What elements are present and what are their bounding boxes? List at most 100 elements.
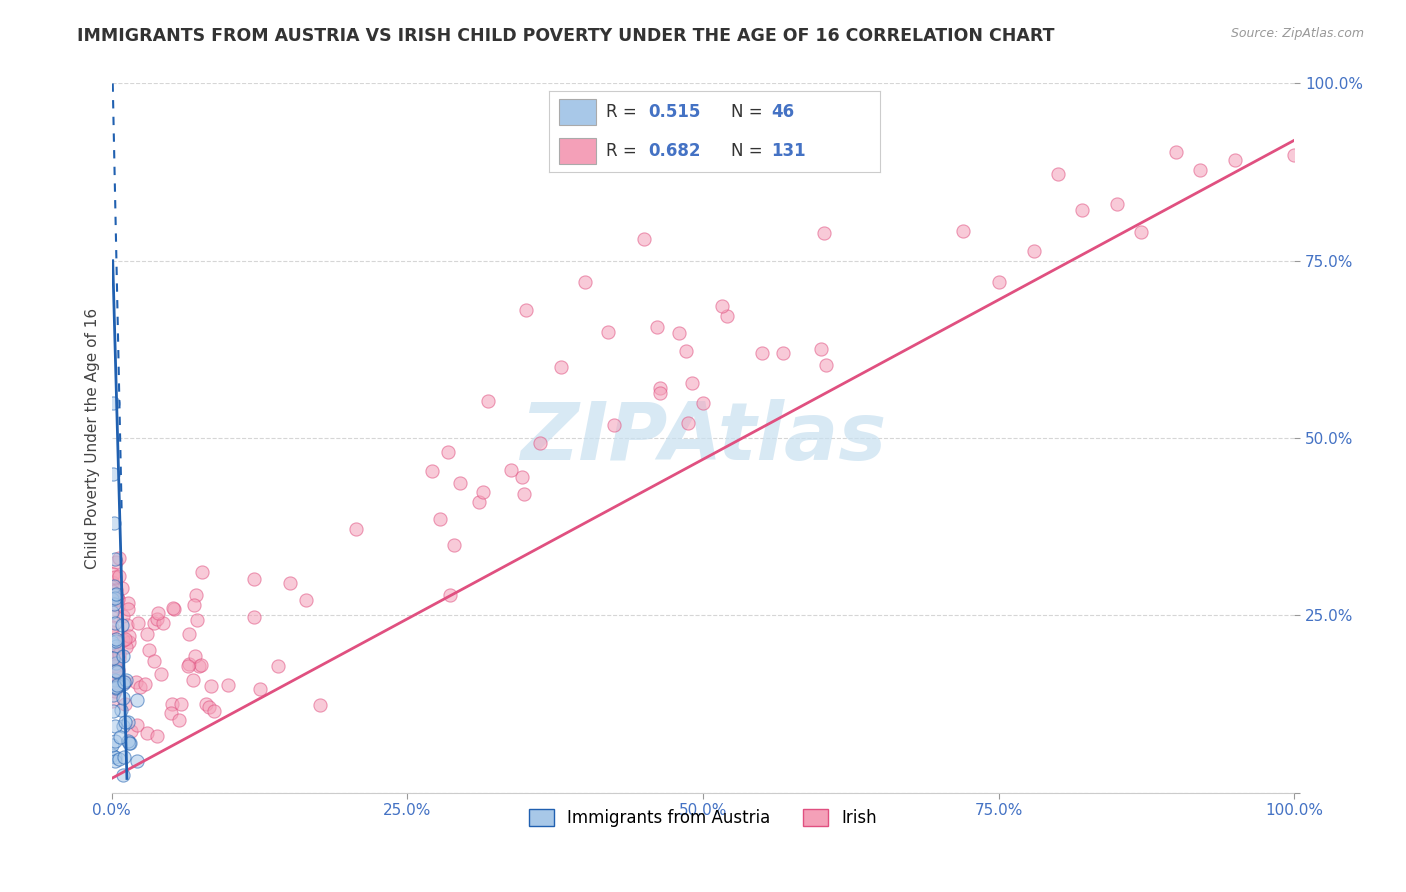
Point (186, 613, 208, 627)
Point (125, 674, 148, 689)
Point (101, 605, 124, 619)
Point (101, 625, 124, 640)
Point (529, 435, 551, 450)
Point (716, 309, 738, 323)
Point (467, 495, 489, 509)
Point (135, 726, 157, 740)
Point (111, 649, 134, 664)
Point (101, 643, 124, 657)
Point (751, 346, 773, 360)
Point (477, 393, 499, 408)
Point (598, 325, 620, 339)
Point (103, 665, 125, 679)
Point (645, 320, 668, 334)
Point (190, 657, 212, 672)
Point (101, 591, 124, 606)
Point (815, 359, 838, 373)
Point (648, 381, 671, 395)
Point (202, 704, 225, 718)
Point (104, 750, 127, 764)
Point (118, 629, 141, 643)
Point (101, 649, 124, 664)
Point (1284, 147, 1306, 161)
Point (181, 673, 204, 687)
Point (107, 591, 129, 606)
Point (105, 664, 128, 678)
Point (104, 615, 127, 630)
Point (107, 665, 129, 679)
Legend: Immigrants from Austria, Irish: Immigrants from Austria, Irish (522, 803, 884, 834)
Point (1129, 225, 1152, 239)
Point (163, 601, 186, 615)
Point (125, 693, 148, 707)
Point (114, 674, 136, 689)
Point (104, 555, 127, 569)
Point (668, 326, 690, 340)
Point (810, 342, 832, 356)
Point (308, 698, 330, 713)
Point (104, 754, 127, 768)
Point (186, 588, 208, 602)
Point (120, 724, 142, 739)
Point (443, 538, 465, 552)
Point (1070, 202, 1092, 217)
Point (170, 697, 193, 711)
Point (101, 669, 124, 683)
Point (420, 464, 443, 478)
Point (101, 659, 124, 673)
Point (515, 303, 537, 318)
Point (429, 511, 451, 525)
Point (101, 584, 124, 599)
Point (574, 275, 596, 289)
Point (108, 730, 131, 744)
Point (125, 718, 148, 732)
Text: ZIPAtlas: ZIPAtlas (520, 399, 886, 477)
Point (117, 596, 139, 610)
Point (117, 602, 139, 616)
Point (104, 570, 127, 584)
Point (117, 733, 139, 747)
Point (142, 615, 165, 630)
Point (103, 597, 125, 611)
Point (138, 643, 160, 657)
Point (675, 343, 697, 358)
Point (1188, 162, 1211, 177)
Point (114, 714, 136, 729)
Point (107, 550, 129, 565)
Point (104, 588, 127, 602)
Point (101, 657, 124, 671)
Point (104, 659, 127, 673)
Point (198, 700, 221, 714)
Point (118, 635, 141, 649)
Point (101, 747, 124, 762)
Point (111, 618, 134, 632)
Point (603, 418, 626, 433)
Point (103, 660, 125, 674)
Point (200, 679, 222, 693)
Point (134, 677, 156, 691)
Point (104, 551, 127, 566)
Point (104, 608, 127, 623)
Point (112, 719, 135, 733)
Point (143, 654, 166, 668)
Point (243, 572, 266, 586)
Point (242, 610, 264, 624)
Point (105, 678, 128, 692)
Point (146, 612, 169, 626)
Point (692, 395, 714, 409)
Point (111, 608, 134, 623)
Point (118, 736, 141, 750)
Point (117, 715, 139, 730)
Point (105, 641, 128, 656)
Point (112, 633, 135, 648)
Point (105, 675, 128, 690)
Point (437, 445, 460, 459)
Point (104, 591, 127, 605)
Point (105, 680, 128, 694)
Point (711, 299, 734, 313)
Point (439, 588, 461, 602)
Point (118, 735, 141, 749)
Point (101, 620, 124, 634)
Point (510, 470, 533, 484)
Point (104, 632, 127, 647)
